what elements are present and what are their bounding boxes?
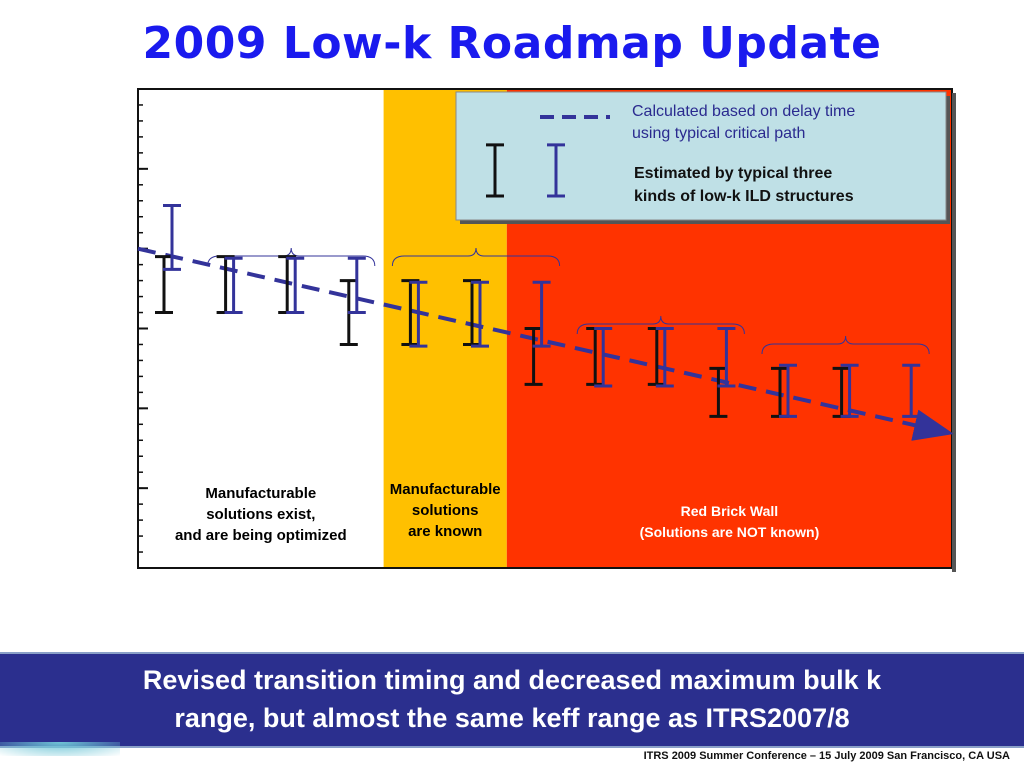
itrs2009-bar — [902, 363, 921, 418]
legend-desc-estimated: Estimated by typical three kinds of low-k… — [634, 165, 854, 205]
legend-box — [455, 91, 947, 221]
itrs2009-bar — [655, 327, 674, 388]
itrs2007-bar — [463, 279, 481, 346]
banner-text: Revised transition timing and decreased … — [142, 665, 882, 733]
banner-decoration — [0, 742, 120, 756]
zone-known-label: Manufacturable solutions are known — [390, 481, 501, 540]
itrs2009-bar — [347, 256, 366, 315]
range-brace — [391, 247, 561, 267]
footer-text: ITRS 2009 Summer Conference – 15 July 20… — [643, 750, 1010, 762]
legend-swatch-itrs2007 — [486, 143, 504, 198]
range-brace — [761, 335, 930, 355]
legend-desc-calculated: Calculated based on delay time using typi… — [632, 103, 855, 142]
itrs2007-bar — [524, 327, 543, 386]
zone-red-brick-wall-label: Red Brick Wall (Solutions are NOT known) — [640, 503, 820, 540]
zone-optimized-label: Manufacturable solutions exist, and are be… — [175, 485, 347, 544]
itrs2009-bar — [409, 280, 428, 348]
zone-optimized — [138, 89, 384, 568]
itrs2009-bar — [779, 363, 797, 418]
chart: Manufacturable solutions exist, and are be… — [137, 88, 956, 572]
itrs2009-bar — [286, 256, 305, 315]
range-brace — [207, 247, 376, 267]
itrs2009-bar — [594, 327, 613, 388]
itrs2009-bar — [717, 327, 736, 388]
itrs2009-bar — [224, 256, 243, 315]
itrs2007-bar — [155, 255, 173, 315]
itrs2009-bar — [532, 280, 551, 348]
bottom-banner — [0, 652, 1024, 748]
itrs2009-bar — [163, 204, 181, 271]
itrs2009-bar — [471, 280, 489, 348]
legend-swatch-itrs2009 — [547, 143, 565, 198]
slide-title: 2009 Low-k Roadmap Update — [142, 18, 882, 69]
range-brace — [576, 315, 745, 335]
itrs2007-bar — [401, 279, 420, 346]
itrs2009-bar — [840, 363, 859, 418]
itrs2007-bar — [709, 366, 728, 418]
plot-shadow — [952, 93, 956, 572]
